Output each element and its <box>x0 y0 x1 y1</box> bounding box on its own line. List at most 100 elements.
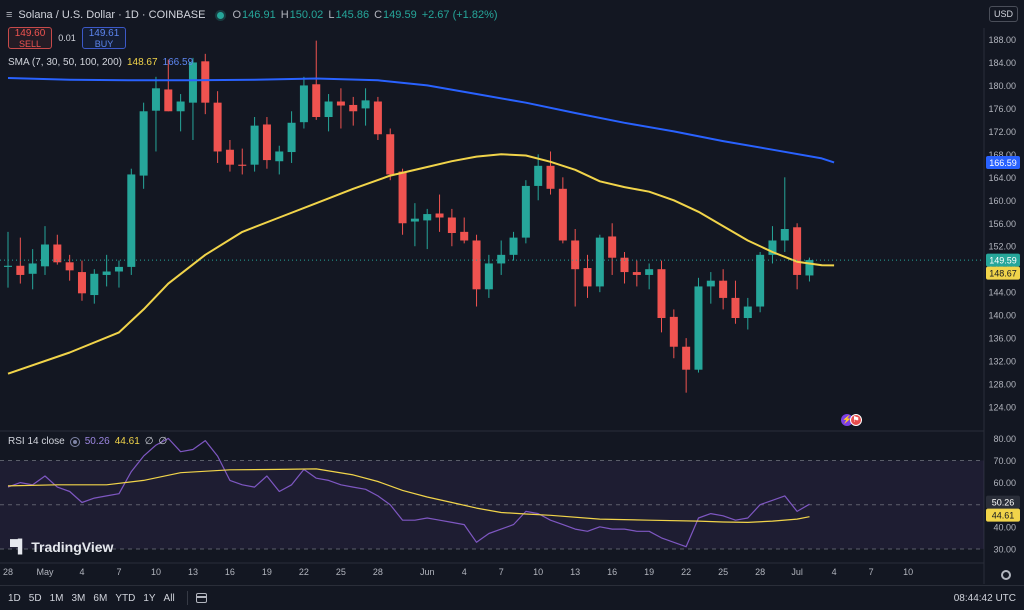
time-tick-label: 10 <box>533 567 543 577</box>
candle-body <box>410 218 419 222</box>
range-6m[interactable]: 6M <box>93 592 108 604</box>
price-change: +2.67 (+1.82%) <box>421 9 498 21</box>
bottom-toolbar: 1D 5D 1M 3M 6M YTD 1Y All 08:44:42 UTC <box>0 585 1024 610</box>
range-1y[interactable]: 1Y <box>143 592 156 604</box>
rsi-legend-extra-1: ∅ <box>144 436 154 447</box>
sma-legend-label: SMA (7, 30, 50, 100, 200) <box>8 57 122 68</box>
time-tick-label: 28 <box>373 567 383 577</box>
candle-body <box>595 237 604 287</box>
candle-body <box>620 257 629 273</box>
sma-fast-line <box>7 153 835 375</box>
candle-body <box>460 231 469 241</box>
candle-body <box>632 272 641 275</box>
sell-price: 149.60 <box>14 28 46 39</box>
candle-body <box>324 101 333 118</box>
candle-body <box>77 272 86 294</box>
time-tick-label: May <box>36 567 54 577</box>
time-tick-label: 10 <box>903 567 913 577</box>
time-tick-label: 7 <box>116 567 121 577</box>
calendar-icon[interactable] <box>195 593 207 603</box>
range-3m[interactable]: 3M <box>71 592 86 604</box>
range-ytd[interactable]: YTD <box>115 592 136 604</box>
market-status-icon <box>217 11 225 19</box>
candle-body <box>793 227 802 275</box>
flag-icon[interactable]: ⚑ <box>850 414 862 426</box>
gear-icon[interactable] <box>1001 570 1011 580</box>
open-label: O <box>232 9 242 21</box>
candle-body <box>201 61 210 103</box>
rsi-tick-label: 80.00 <box>993 434 1016 444</box>
sma-legend[interactable]: SMA (7, 30, 50, 100, 200) 148.67 166.59 <box>8 57 193 68</box>
rsi-legend-extra-2: ∅ <box>158 436 168 447</box>
spread-value: 0.01 <box>58 33 76 43</box>
time-tick-label: Jun <box>420 567 435 577</box>
candle-body <box>706 280 715 287</box>
candle-body <box>447 217 456 234</box>
rsi-line <box>7 437 810 548</box>
price-tick-label: 136.00 <box>988 334 1016 344</box>
candle-body <box>521 185 530 238</box>
rsi-ma-line <box>7 468 810 523</box>
candle-body <box>768 240 777 255</box>
hamburger-icon[interactable]: ≡ <box>6 9 13 21</box>
candle-body <box>312 84 321 118</box>
candle-body <box>28 263 37 274</box>
candles <box>4 40 814 393</box>
candle-body <box>780 229 789 241</box>
sma-slow-price-tag: 166.59 <box>989 158 1017 168</box>
range-1d[interactable]: 1D <box>8 592 21 604</box>
sma-slow-price-tag-bg <box>986 155 1020 169</box>
candle-body <box>558 188 567 241</box>
candle-body <box>719 280 728 298</box>
candle-body <box>756 254 765 307</box>
rsi-tick-label: 30.00 <box>993 544 1016 554</box>
time-tick-label: 22 <box>299 567 309 577</box>
buy-button[interactable]: 149.61 BUY <box>82 27 126 49</box>
high-label: H <box>280 9 289 21</box>
candle-body <box>682 346 691 370</box>
sma-fast-price-tag-bg <box>986 266 1020 280</box>
rsi-legend-label: RSI 14 close <box>8 436 65 447</box>
time-tick-label: 28 <box>3 567 13 577</box>
candle-body <box>127 174 136 267</box>
time-tick-label: 4 <box>462 567 467 577</box>
event-markers[interactable]: ⚡ ⚑ <box>841 414 862 426</box>
sell-label: SELL <box>18 39 42 49</box>
rsi-legend-value: 50.26 <box>84 436 110 447</box>
rsi-lines <box>7 437 810 548</box>
time-tick-label: 4 <box>832 567 837 577</box>
rsi-legend[interactable]: RSI 14 close 50.26 44.61 ∅ ∅ <box>8 436 167 447</box>
price-tick-label: 132.00 <box>988 357 1016 367</box>
rsi-band-fill <box>0 460 984 549</box>
eye-icon[interactable] <box>69 436 80 447</box>
candle-body <box>176 101 185 112</box>
price-tick-label: 168.00 <box>988 150 1016 160</box>
low-value: 145.86 <box>335 9 370 21</box>
sma-fast-price-tag: 148.67 <box>989 269 1017 279</box>
range-1m[interactable]: 1M <box>49 592 64 604</box>
price-tick-label: 160.00 <box>988 196 1016 206</box>
price-tick-label: 188.00 <box>988 35 1016 45</box>
time-tick-label: 13 <box>188 567 198 577</box>
candle-body <box>534 165 543 186</box>
candle-body <box>250 125 259 165</box>
range-5d[interactable]: 5D <box>28 592 42 604</box>
sell-button[interactable]: 149.60 SELL <box>8 27 52 49</box>
price-tick-label: 128.00 <box>988 380 1016 390</box>
high-value: 150.02 <box>289 9 324 21</box>
candle-body <box>4 265 12 267</box>
rsi-ma-legend-value: 44.61 <box>114 436 140 447</box>
time-tick-label: 10 <box>151 567 161 577</box>
range-all[interactable]: All <box>163 592 175 604</box>
time-tick-label: 4 <box>79 567 84 577</box>
symbol-title[interactable]: Solana / U.S. Dollar · 1D · COINBASE <box>18 9 206 21</box>
price-grid <box>0 28 985 584</box>
price-tick-label: 176.00 <box>988 104 1016 114</box>
utc-clock[interactable]: 08:44:42 UTC <box>953 593 1016 604</box>
currency-selector[interactable]: USD <box>988 6 1018 22</box>
price-tick-label: 140.00 <box>988 311 1016 321</box>
candle-body <box>805 260 814 276</box>
candle-body <box>164 89 173 112</box>
rsi-value-tag: 50.26 <box>992 498 1015 508</box>
